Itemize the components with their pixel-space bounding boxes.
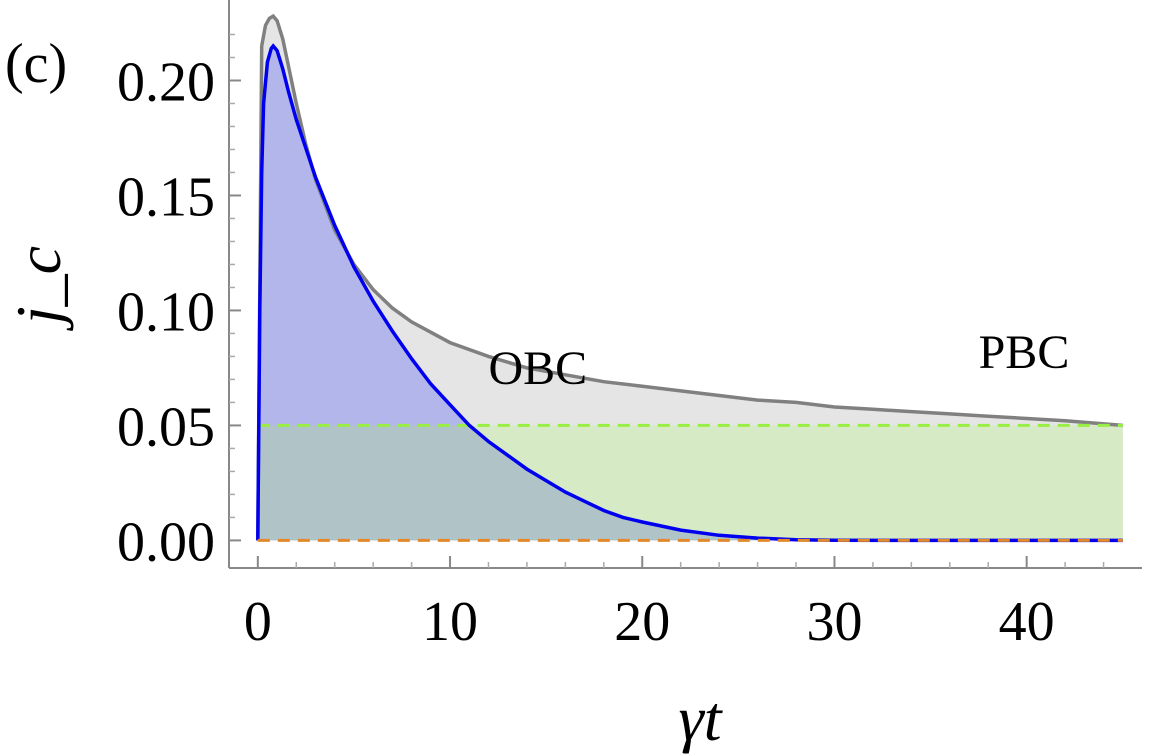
y-tick-label: 0.00 [117, 511, 215, 573]
y-tick-label: 0.20 [117, 51, 215, 113]
x-tick-label: 30 [806, 591, 862, 653]
y-tick-label: 0.05 [117, 396, 215, 458]
series-annotation: OBC [488, 342, 587, 395]
annotations: OBC PBC [488, 326, 1069, 395]
x-tick-label: 0 [244, 591, 272, 653]
obc-line [256, 43, 1123, 543]
pbc-line [256, 13, 1123, 541]
series-lines [256, 13, 1123, 543]
overlap-area [257, 425, 1123, 541]
x-tick-label: 40 [999, 591, 1055, 653]
x-axis-title: γt [679, 683, 724, 754]
labels: (c) γt j_c [3, 33, 724, 754]
x-tick-label: 10 [422, 591, 478, 653]
panel-label: (c) [5, 33, 67, 95]
y-tick-label: 0.15 [117, 166, 215, 228]
y-tick-label: 0.10 [117, 281, 215, 343]
pbc-area [257, 16, 1123, 541]
ticks: 0 10 20 30 40 0.00 0.05 0.10 0.15 0.20 [117, 33, 1105, 653]
axes [228, 0, 1142, 569]
x-tick-label: 20 [614, 591, 670, 653]
area-fills [257, 16, 1123, 541]
series-annotation: PBC [979, 326, 1070, 379]
y-axis-title: j_c [3, 246, 74, 331]
